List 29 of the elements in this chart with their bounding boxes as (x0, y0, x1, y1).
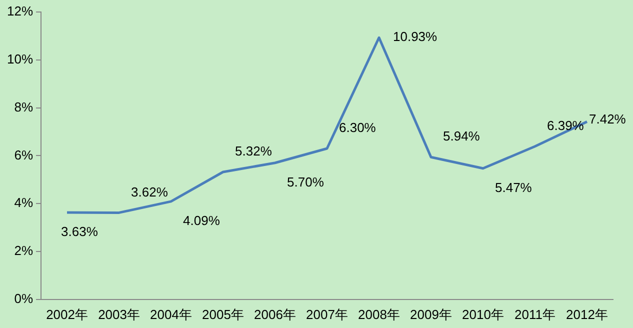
y-tick-label: 0% (14, 290, 34, 306)
y-tick-label: 6% (14, 147, 34, 162)
x-tick-label: 2005年 (202, 306, 244, 322)
y-tick-label: 8% (14, 99, 34, 114)
data-label: 3.62% (131, 184, 168, 200)
x-tick-label: 2003年 (98, 306, 140, 322)
data-label: 4.09% (183, 213, 220, 228)
x-tick-label: 2010年 (462, 306, 504, 322)
x-tick-label: 2004年 (150, 306, 192, 322)
x-tick-label: 2007年 (306, 306, 348, 322)
y-tick-label: 4% (14, 195, 34, 210)
x-tick-label: 2009年 (410, 306, 452, 322)
data-label: 6.30% (339, 120, 376, 136)
x-tick-label: 2008年 (358, 306, 400, 322)
data-label: 3.63% (61, 224, 98, 240)
data-label: 5.32% (235, 144, 272, 159)
data-label: 5.70% (287, 174, 324, 190)
x-tick-label: 2012年 (566, 306, 608, 322)
x-tick-label: 2011年 (514, 306, 556, 322)
x-tick-label: 2006年 (254, 306, 296, 322)
data-label: 5.47% (495, 180, 532, 195)
data-label: 7.42% (589, 111, 626, 126)
y-tick-label: 10% (6, 51, 34, 66)
data-label: 6.39% (547, 118, 584, 133)
y-tick-label: 12% (6, 4, 34, 19)
data-label: 5.94% (443, 128, 480, 144)
x-tick-label: 2002年 (46, 306, 88, 322)
y-tick-label: 2% (14, 243, 34, 258)
data-label: 10.93% (393, 29, 438, 44)
